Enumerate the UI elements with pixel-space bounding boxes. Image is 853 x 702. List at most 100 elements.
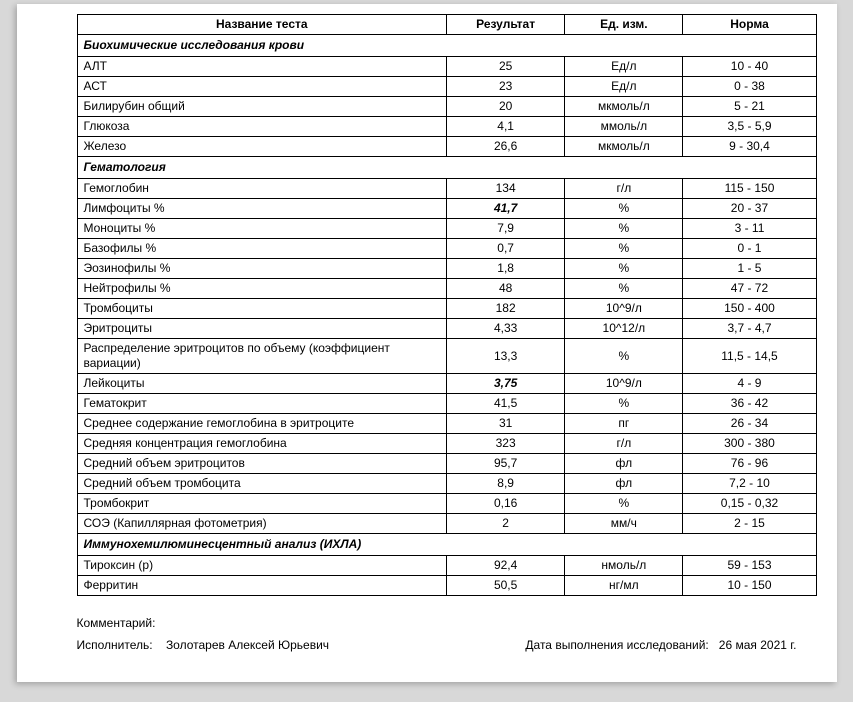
cell-result: 0,16 [447,494,565,514]
cell-unit: 10^9/л [565,299,683,319]
cell-norm: 10 - 40 [683,57,816,77]
cell-norm: 0 - 1 [683,239,816,259]
cell-norm: 7,2 - 10 [683,474,816,494]
cell-name: АСТ [77,77,447,97]
lab-report-page: Название теста Результат Ед. изм. Норма … [17,4,837,682]
lab-results-table: Название теста Результат Ед. изм. Норма … [77,14,817,596]
cell-result: 134 [447,179,565,199]
cell-result: 4,33 [447,319,565,339]
cell-norm: 3 - 11 [683,219,816,239]
cell-result: 25 [447,57,565,77]
cell-norm: 59 - 153 [683,556,816,576]
table-header-row: Название теста Результат Ед. изм. Норма [77,15,816,35]
cell-unit: нмоль/л [565,556,683,576]
cell-result: 2 [447,514,565,534]
cell-name: Нейтрофилы % [77,279,447,299]
cell-name: Средний объем эритроцитов [77,454,447,474]
cell-result: 1,8 [447,259,565,279]
cell-unit: % [565,494,683,514]
cell-name: Гематокрит [77,394,447,414]
section-header: Гематология [77,157,816,179]
cell-result: 3,75 [447,374,565,394]
executor-name: Золотарев Алексей Юрьевич [166,638,329,652]
cell-result: 41,5 [447,394,565,414]
col-header-norm: Норма [683,15,816,35]
cell-name: Тромбокрит [77,494,447,514]
cell-unit: 10^9/л [565,374,683,394]
section-header: Биохимические исследования крови [77,35,816,57]
cell-name: Глюкоза [77,117,447,137]
table-row: Тромбокрит0,16%0,15 - 0,32 [77,494,816,514]
table-row: Тромбоциты18210^9/л150 - 400 [77,299,816,319]
cell-result: 48 [447,279,565,299]
cell-unit: мкмоль/л [565,137,683,157]
cell-norm: 0 - 38 [683,77,816,97]
cell-name: Тромбоциты [77,299,447,319]
cell-unit: % [565,279,683,299]
table-row: Среднее содержание гемоглобина в эритроц… [77,414,816,434]
cell-result: 41,7 [447,199,565,219]
executor-block: Исполнитель: Золотарев Алексей Юрьевич [77,638,330,652]
cell-name: АЛТ [77,57,447,77]
cell-name: СОЭ (Капиллярная фотометрия) [77,514,447,534]
cell-result: 182 [447,299,565,319]
cell-result: 23 [447,77,565,97]
cell-unit: г/л [565,434,683,454]
table-row: Глюкоза4,1ммоль/л3,5 - 5,9 [77,117,816,137]
date-value: 26 мая 2021 г. [719,638,797,652]
table-row: Гемоглобин134г/л115 - 150 [77,179,816,199]
cell-norm: 1 - 5 [683,259,816,279]
section-title: Биохимические исследования крови [77,35,816,57]
col-header-result: Результат [447,15,565,35]
cell-unit: мм/ч [565,514,683,534]
cell-unit: фл [565,474,683,494]
cell-result: 95,7 [447,454,565,474]
col-header-unit: Ед. изм. [565,15,683,35]
section-header: Иммунохемилюминесцентный анализ (ИХЛА) [77,534,816,556]
cell-unit: мкмоль/л [565,97,683,117]
cell-name: Тироксин (р) [77,556,447,576]
table-row: Эозинофилы %1,8%1 - 5 [77,259,816,279]
table-row: Билирубин общий20мкмоль/л5 - 21 [77,97,816,117]
cell-name: Эозинофилы % [77,259,447,279]
cell-result: 7,9 [447,219,565,239]
report-footer: Комментарий: Исполнитель: Золотарев Алек… [77,616,817,652]
cell-norm: 300 - 380 [683,434,816,454]
table-row: Моноциты %7,9%3 - 11 [77,219,816,239]
cell-result: 4,1 [447,117,565,137]
table-row: Лимфоциты %41,7%20 - 37 [77,199,816,219]
cell-result: 20 [447,97,565,117]
cell-unit: пг [565,414,683,434]
table-row: АСТ23Ед/л0 - 38 [77,77,816,97]
cell-norm: 3,7 - 4,7 [683,319,816,339]
cell-name: Лейкоциты [77,374,447,394]
col-header-name: Название теста [77,15,447,35]
cell-result: 0,7 [447,239,565,259]
section-title: Иммунохемилюминесцентный анализ (ИХЛА) [77,534,816,556]
date-label: Дата выполнения исследований: [525,638,708,652]
cell-unit: фл [565,454,683,474]
cell-name: Средний объем тромбоцита [77,474,447,494]
cell-name: Билирубин общий [77,97,447,117]
table-row: Средняя концентрация гемоглобина323г/л30… [77,434,816,454]
executor-label: Исполнитель: [77,638,153,652]
cell-name: Распределение эритроцитов по объему (коэ… [77,339,447,374]
table-row: Базофилы %0,7%0 - 1 [77,239,816,259]
cell-norm: 2 - 15 [683,514,816,534]
cell-unit: 10^12/л [565,319,683,339]
cell-name: Моноциты % [77,219,447,239]
table-row: АЛТ25Ед/л10 - 40 [77,57,816,77]
cell-norm: 5 - 21 [683,97,816,117]
section-title: Гематология [77,157,816,179]
cell-norm: 9 - 30,4 [683,137,816,157]
cell-result: 8,9 [447,474,565,494]
cell-unit: % [565,239,683,259]
table-row: Железо26,6мкмоль/л9 - 30,4 [77,137,816,157]
cell-result: 92,4 [447,556,565,576]
table-row: Гематокрит41,5%36 - 42 [77,394,816,414]
cell-unit: % [565,339,683,374]
cell-norm: 26 - 34 [683,414,816,434]
cell-name: Среднее содержание гемоглобина в эритроц… [77,414,447,434]
cell-name: Эритроциты [77,319,447,339]
cell-unit: Ед/л [565,57,683,77]
